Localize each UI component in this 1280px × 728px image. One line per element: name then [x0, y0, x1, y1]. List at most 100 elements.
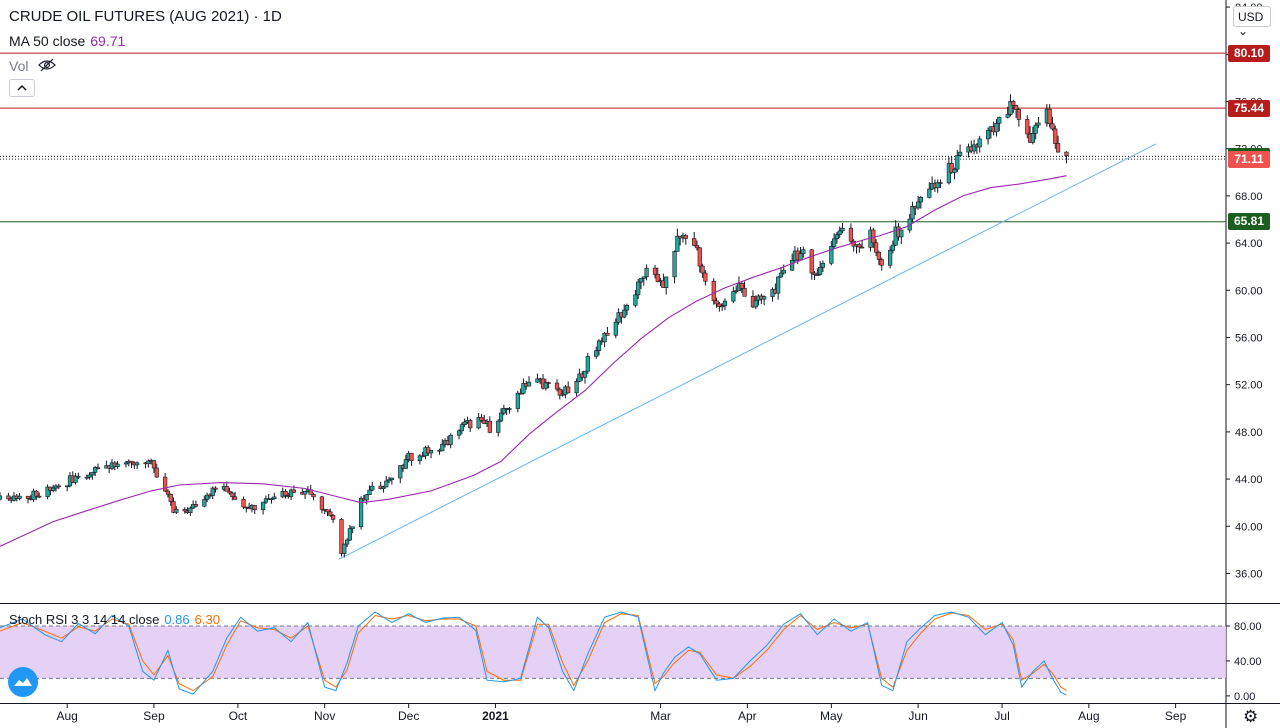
candle: [655, 267, 660, 283]
candle-up: [722, 300, 728, 307]
candle: [798, 246, 803, 261]
candle-down: [34, 490, 39, 497]
candle: [230, 491, 235, 501]
gear-icon[interactable]: ⚙: [1243, 707, 1259, 726]
candle: [364, 494, 369, 505]
candle: [1064, 151, 1069, 164]
candle-down: [1055, 143, 1061, 153]
candle-up: [370, 485, 375, 491]
candle: [123, 460, 129, 468]
candle: [952, 167, 957, 180]
candle: [957, 144, 963, 157]
candle-up: [496, 420, 501, 433]
candle-up: [778, 272, 784, 278]
y-tick-label: 52.00: [1235, 380, 1263, 392]
candle-up: [888, 250, 893, 266]
candle: [1030, 126, 1035, 145]
candle-down: [339, 519, 344, 554]
candle: [25, 495, 31, 504]
candle: [409, 452, 414, 466]
candle: [683, 234, 688, 245]
candle-down: [479, 417, 484, 421]
candle-up: [498, 412, 504, 422]
candle-up: [820, 262, 826, 268]
candle: [146, 459, 151, 468]
candle: [585, 352, 590, 374]
candle: [462, 418, 467, 427]
candle: [1016, 107, 1021, 127]
candle: [697, 246, 702, 273]
candle: [456, 429, 462, 440]
candle-up: [985, 130, 991, 140]
candle-down: [230, 492, 235, 498]
candle-down: [319, 496, 324, 510]
candle: [34, 489, 39, 501]
candle-up: [977, 138, 982, 148]
candle-down: [742, 287, 747, 297]
candle: [762, 295, 767, 306]
price-tag-71-11: 71.11: [1228, 150, 1270, 168]
stoch-y-tick-label: 0.00: [1234, 691, 1255, 703]
candle-up: [582, 370, 588, 378]
currency-selector[interactable]: USD ⌄: [1233, 6, 1271, 38]
eye-hidden-icon[interactable]: [38, 58, 57, 72]
candle-up: [641, 276, 646, 279]
candle-up: [515, 392, 520, 409]
candle-up: [798, 253, 803, 261]
candle-up: [526, 381, 532, 387]
candle: [45, 484, 50, 500]
candle-up: [420, 455, 425, 458]
trendline: [338, 143, 1157, 560]
collapse-legend-button[interactable]: [9, 79, 35, 97]
candle-up: [45, 486, 50, 498]
candle: [832, 233, 837, 249]
candle: [283, 489, 288, 499]
candle: [328, 508, 333, 517]
candle-down: [6, 495, 11, 500]
candle-down: [1047, 108, 1052, 125]
candle-up: [1033, 124, 1038, 134]
candle-down: [874, 242, 879, 253]
candle-up: [994, 122, 999, 133]
candle-down: [151, 460, 157, 469]
candle: [829, 240, 834, 266]
candle: [521, 378, 526, 395]
stoch-y-tick-label: 40.00: [1234, 656, 1262, 668]
x-tick-label: Aug: [56, 709, 77, 723]
candle: [994, 119, 999, 137]
candle-up: [832, 238, 837, 247]
candle-up: [90, 472, 95, 476]
candle: [325, 509, 330, 517]
candle: [692, 231, 697, 247]
x-tick-label: Mar: [650, 709, 671, 723]
candle-up: [358, 497, 364, 528]
candle: [916, 195, 921, 210]
vol-legend[interactable]: Vol: [9, 57, 57, 74]
candle-up: [781, 269, 786, 274]
candle: [594, 346, 599, 359]
price-tag-75-44: 75.44: [1228, 99, 1270, 117]
candle-up: [389, 477, 394, 481]
candle: [566, 381, 571, 394]
candle-up: [386, 479, 392, 482]
tradingview-logo[interactable]: [8, 667, 38, 697]
candle: [879, 257, 884, 271]
candle-up: [84, 476, 89, 479]
candle: [977, 135, 982, 153]
candle-up: [829, 246, 834, 264]
candle: [384, 476, 389, 488]
candle-down: [291, 489, 297, 493]
candle-up: [753, 299, 758, 308]
candle: [848, 223, 854, 244]
x-tick-label: Aug: [1078, 709, 1099, 723]
candle-up: [935, 182, 940, 189]
y-tick-label: 60.00: [1235, 285, 1263, 297]
candle-down: [213, 487, 218, 490]
candle-up: [801, 249, 806, 254]
stoch-d-line: [0, 612, 1067, 692]
candle-up: [344, 539, 350, 545]
candle: [812, 271, 817, 281]
candle: [638, 278, 644, 290]
candle-up: [585, 356, 590, 372]
